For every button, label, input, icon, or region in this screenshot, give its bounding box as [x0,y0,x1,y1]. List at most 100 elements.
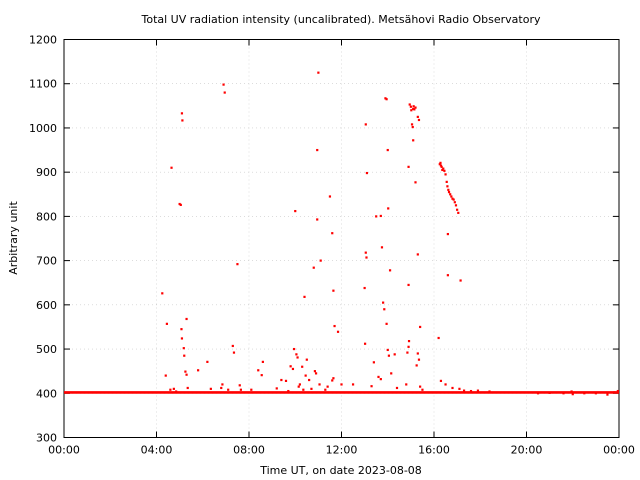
data-point [408,103,411,106]
data-point [186,386,189,390]
data-point [385,98,388,101]
data-point [206,360,209,363]
chart-title: Total UV radiation intensity (uncalibrat… [141,13,541,26]
data-point [450,195,453,198]
x-tick-label: 16:00 [418,444,450,457]
data-point [571,393,574,396]
data-point [416,115,419,118]
data-point [453,201,456,204]
data-point [421,388,424,391]
data-point [439,164,443,167]
data-point [363,342,367,345]
data-point [375,215,378,218]
data-point [416,352,419,355]
x-tick-label: 00:00 [48,444,80,457]
data-point [182,347,185,350]
data-point [296,356,299,359]
data-point [365,171,369,175]
y-tick-label: 500 [36,343,57,356]
data-point [336,330,340,333]
y-tick-label: 300 [36,432,57,445]
data-point [291,367,295,371]
data-point [180,328,183,331]
data-point [261,360,264,363]
grid [64,39,619,438]
data-point [380,246,384,249]
data-point [562,392,565,395]
x-tick-label: 12:00 [326,444,358,457]
x-tick-label: 00:00 [603,444,635,457]
data-point [476,389,480,392]
data-point [222,83,225,86]
data-point [170,166,173,169]
data-point [364,251,367,254]
data-point [412,105,415,108]
data-point [180,337,184,340]
x-tick-label: 20:00 [511,444,543,457]
data-point [340,383,343,386]
data-point [616,389,619,393]
data-point [280,378,283,382]
data-point [449,193,452,196]
data-point [185,317,188,321]
data-point [387,354,391,357]
x-tick-label: 08:00 [233,444,265,457]
data-point [164,374,167,377]
data-point [462,389,466,392]
data-point [410,123,414,126]
data-point [419,325,422,329]
data-point [447,190,451,194]
axis-ticks [63,39,620,438]
data-point [414,181,417,184]
data-point [175,390,178,393]
data-point [317,71,320,74]
data-point [209,387,212,390]
data-point [365,256,368,259]
x-axis-label: Time UT, on date 2023-08-08 [259,464,422,477]
data-point [413,108,416,111]
data-point [606,393,609,396]
data-point [328,195,332,198]
plot-frame [63,39,620,438]
y-tick-label: 400 [36,387,57,400]
data-point [221,383,224,386]
data-point [372,361,375,364]
data-points [64,71,619,396]
data-point [313,370,317,373]
data-point [178,202,181,206]
data-point [318,383,321,386]
data-point [446,185,449,188]
data-point [169,388,172,391]
data-point [383,308,386,311]
data-point [289,365,292,368]
data-point [411,125,414,129]
data-point [364,123,367,126]
data-point [197,369,200,372]
y-tick-label: 1100 [29,78,57,91]
data-point [417,118,421,122]
data-point [454,204,458,207]
data-point [231,344,234,348]
data-point [287,389,290,393]
data-point [377,375,380,379]
data-point [180,112,184,115]
data-point [583,392,586,395]
data-point [412,107,415,111]
data-point [292,347,296,351]
y-tick-label: 600 [36,299,57,312]
data-point [387,207,390,210]
data-point [442,167,445,170]
data-point [260,374,263,377]
data-point [407,283,410,287]
data-point [443,169,446,172]
data-point [386,348,389,352]
data-point [437,336,440,340]
y-tick-label: 900 [36,166,57,179]
data-point [388,269,392,272]
data-point [319,259,322,262]
data-point [314,372,318,375]
data-point [451,386,454,390]
data-point [227,388,230,391]
y-axis-label: Arbitrary unit [7,201,20,275]
data-point [324,388,327,391]
